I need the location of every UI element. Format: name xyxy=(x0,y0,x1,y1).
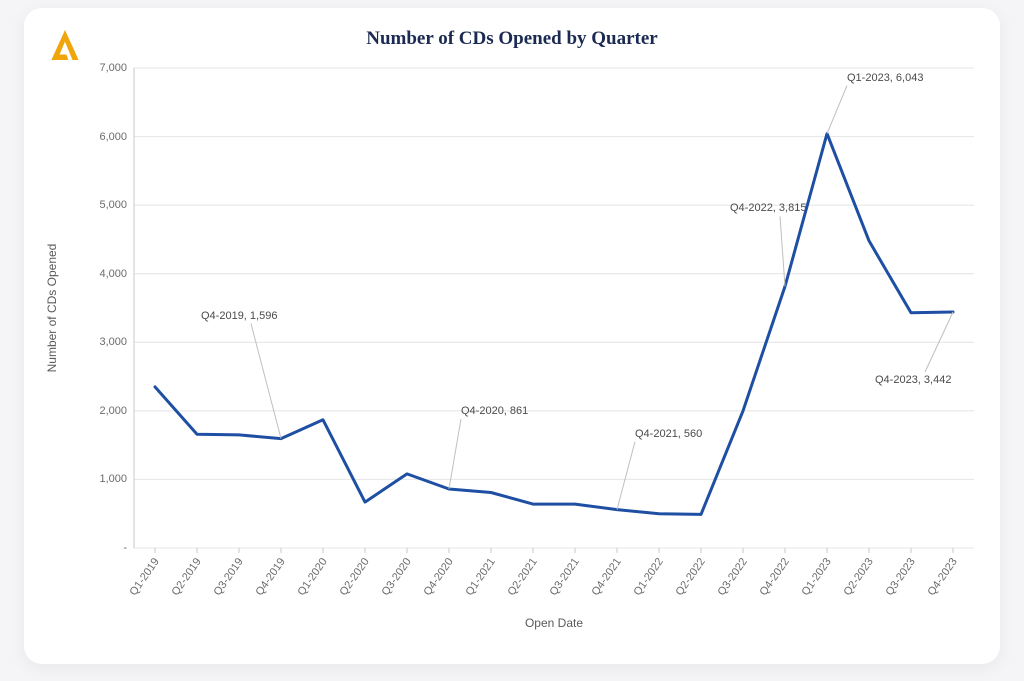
x-tick-label: Q3-2023 xyxy=(883,556,917,598)
y-tick-label: 6,000 xyxy=(79,131,127,143)
x-tick-label: Q1-2023 xyxy=(799,556,833,598)
x-tick-label: Q2-2019 xyxy=(169,556,203,598)
data-annotation: Q4-2023, 3,442 xyxy=(875,374,951,386)
y-tick-label: 4,000 xyxy=(79,268,127,280)
x-tick-label: Q2-2023 xyxy=(841,556,875,598)
data-annotation: Q4-2021, 560 xyxy=(635,428,702,440)
x-tick-label: Q3-2022 xyxy=(715,556,749,598)
y-tick-label: 5,000 xyxy=(79,199,127,211)
y-tick-label: 7,000 xyxy=(79,62,127,74)
data-annotation: Q4-2019, 1,596 xyxy=(201,310,277,322)
y-tick-label: - xyxy=(79,542,127,554)
data-annotation: Q4-2022, 3,815 xyxy=(730,202,806,214)
y-axis-label: Number of CDs Opened xyxy=(45,178,59,438)
x-tick-label: Q1-2022 xyxy=(631,556,665,598)
x-tick-label: Q2-2022 xyxy=(673,556,707,598)
x-tick-label: Q4-2023 xyxy=(925,556,959,598)
x-tick-label: Q3-2021 xyxy=(547,556,581,598)
chart-svg xyxy=(134,68,974,548)
x-tick-label: Q2-2020 xyxy=(337,556,371,598)
data-annotation: Q4-2020, 861 xyxy=(461,405,528,417)
x-tick-label: Q3-2019 xyxy=(211,556,245,598)
x-tick-label: Q4-2019 xyxy=(253,556,287,598)
x-tick-label: Q4-2021 xyxy=(589,556,623,598)
chart-plot-area xyxy=(134,68,974,548)
chart-card: Number of CDs Opened by Quarter Number o… xyxy=(24,8,1000,664)
y-tick-label: 1,000 xyxy=(79,473,127,485)
x-tick-label: Q1-2019 xyxy=(127,556,161,598)
x-axis-label: Open Date xyxy=(134,616,974,630)
data-annotation: Q1-2023, 6,043 xyxy=(847,72,923,84)
x-tick-label: Q1-2020 xyxy=(295,556,329,598)
y-tick-label: 3,000 xyxy=(79,336,127,348)
x-tick-label: Q3-2020 xyxy=(379,556,413,598)
x-tick-label: Q4-2020 xyxy=(421,556,455,598)
x-tick-label: Q4-2022 xyxy=(757,556,791,598)
x-tick-label: Q1-2021 xyxy=(463,556,497,598)
y-tick-label: 2,000 xyxy=(79,405,127,417)
x-tick-label: Q2-2021 xyxy=(505,556,539,598)
chart-title: Number of CDs Opened by Quarter xyxy=(24,28,1000,50)
